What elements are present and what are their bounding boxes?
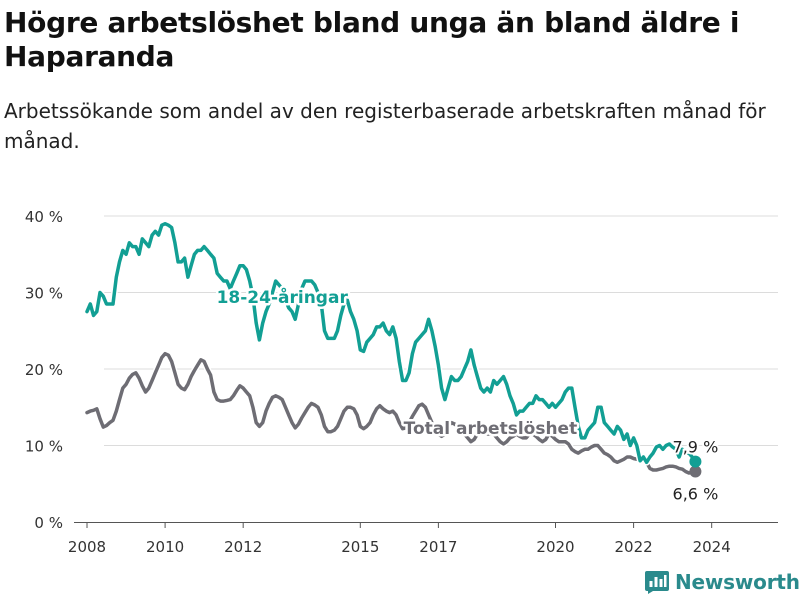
chart-subtitle: Arbetssökande som andel av den registerb… (4, 99, 766, 153)
brand-name: Newsworthy (675, 570, 800, 594)
y-axis-ticks: 0 % 10 % 20 % 30 % 40 % (25, 208, 63, 532)
total-series-line (85, 351, 698, 475)
x-tick-label: 2015 (341, 538, 379, 556)
x-tick-label: 2010 (146, 538, 184, 556)
y-tick-label: 40 % (25, 208, 63, 226)
x-tick-label: 2008 (68, 538, 106, 556)
youth-end-label: 7,9 % (673, 438, 719, 457)
newsworthy-chart-icon (645, 571, 669, 594)
x-tick-label: 2024 (693, 538, 731, 556)
chart-title: Högre arbetslöshet bland unga än bland ä… (4, 6, 740, 73)
total-end-label: 6,6 % (673, 485, 719, 504)
x-tick-label: 2020 (536, 538, 574, 556)
series-labels: 18-24-åringar Total arbetslöshet 7,9 % 6,6 … (214, 284, 720, 506)
y-tick-label: 0 % (34, 514, 63, 532)
y-tick-label: 30 % (25, 285, 63, 303)
y-tick-label: 20 % (25, 361, 63, 379)
youth-end-point (689, 455, 702, 468)
x-tick-label: 2012 (224, 538, 262, 556)
x-axis: 2008 2010 2012 2015 2017 2020 2022 2024 (68, 522, 778, 556)
total-end-point (689, 465, 702, 478)
x-tick-label: 2017 (419, 538, 457, 556)
youth-series-label: 18-24-åringar (217, 286, 349, 308)
series-lines (83, 220, 702, 478)
y-tick-label: 10 % (25, 438, 63, 456)
newsworthy-logo: Newsworthy (644, 569, 800, 595)
x-tick-label: 2022 (615, 538, 653, 556)
youth-series-line (85, 221, 698, 465)
total-series-label: Total arbetslöshet (404, 419, 578, 439)
